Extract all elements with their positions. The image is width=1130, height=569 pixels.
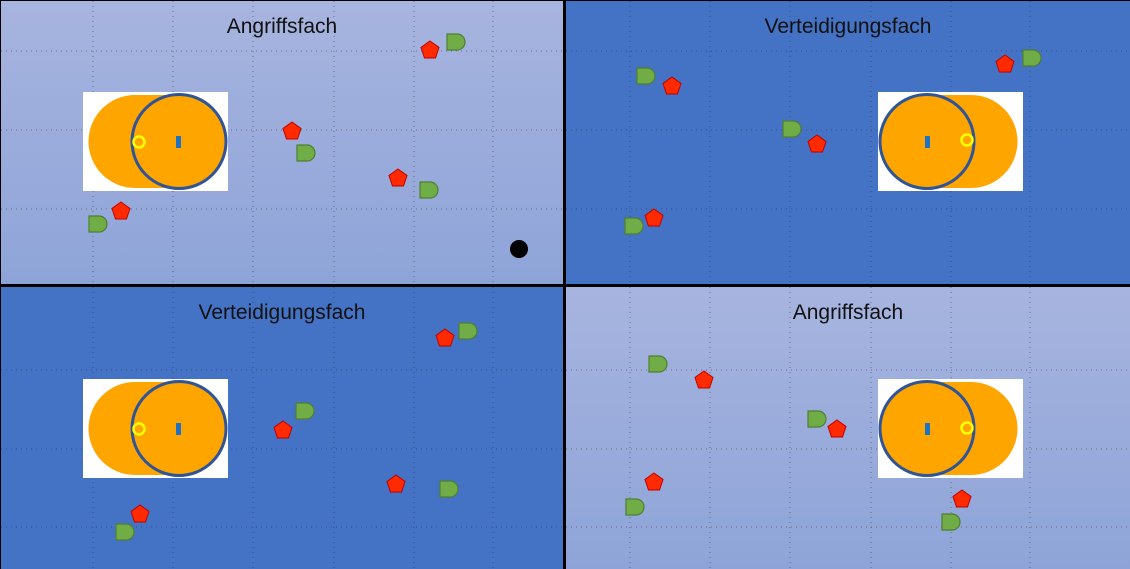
green-d-shape-icon [295,402,315,420]
green-d-shape-icon [1022,49,1042,67]
green-d-shape-icon [625,498,645,516]
green-d-shape-icon [941,513,961,531]
red-pentagon-icon [952,489,972,508]
pitch-area [83,379,228,478]
red-pentagon-icon [995,54,1015,73]
red-pentagon-icon [273,420,293,439]
quadrant-bottom-left: Verteidigungsfach [1,287,563,569]
red-pentagon-icon [807,134,827,153]
green-d-shape-icon [296,144,316,162]
red-pentagon-icon [130,504,150,523]
quadrant-title: Verteidigungsfach [764,15,932,38]
pitch-area [83,92,228,191]
quadrant-bottom-right: Angriffsfach [566,287,1130,569]
red-pentagon-icon [694,370,714,389]
pitch-area [878,92,1023,191]
green-d-shape-icon [115,523,135,541]
quadrant-top-left: Angriffsfach [1,1,563,284]
dotted-grid [566,1,1130,284]
red-pentagon-icon [644,472,664,491]
quadrant-title: Verteidigungsfach [198,301,366,324]
green-d-shape-icon [782,120,802,138]
green-d-shape-icon [807,410,827,428]
quadrant-top-right: Verteidigungsfach [566,1,1130,284]
red-pentagon-icon [827,419,847,438]
pitch-area [878,379,1023,478]
green-d-shape-icon [636,67,656,85]
quadrant-title: Angriffsfach [226,15,338,38]
green-d-shape-icon [439,480,459,498]
dotted-grid [566,287,1130,569]
quadrant-title: Angriffsfach [792,301,904,324]
green-d-shape-icon [419,181,439,199]
green-d-shape-icon [458,322,478,340]
red-pentagon-icon [388,168,408,187]
black-ball-icon [510,240,528,258]
green-d-shape-icon [648,355,668,373]
green-d-shape-icon [446,33,466,51]
red-pentagon-icon [435,328,455,347]
green-d-shape-icon [624,217,644,235]
red-pentagon-icon [386,474,406,493]
red-pentagon-icon [282,121,302,140]
red-pentagon-icon [420,40,440,59]
red-pentagon-icon [662,76,682,95]
red-pentagon-icon [111,201,131,220]
red-pentagon-icon [644,208,664,227]
green-d-shape-icon [88,215,108,233]
